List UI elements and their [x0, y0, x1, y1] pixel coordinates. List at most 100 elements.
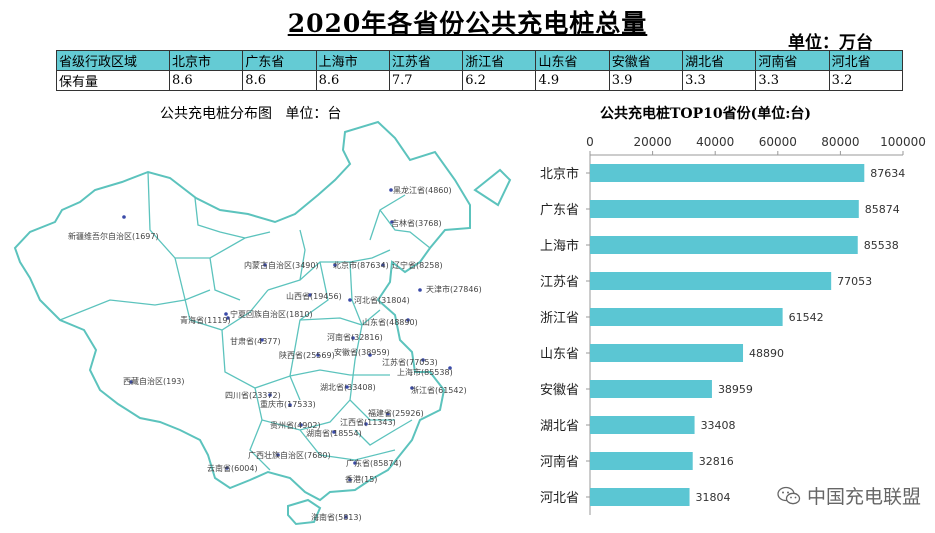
bar: [590, 416, 695, 434]
province-label: 辽宁省(8258): [392, 260, 443, 270]
value-cell: 8.6: [242, 70, 317, 91]
province-label: 山西省(19456): [286, 291, 342, 301]
category-label: 浙江省: [540, 311, 579, 326]
category-label: 北京市: [540, 166, 579, 182]
province-label: 吉林省(3768): [391, 218, 442, 228]
x-tick-label: 60000: [759, 135, 797, 149]
map-title: 公共充电桩分布图 单位：台: [160, 103, 341, 123]
value-cell: 3.9: [608, 70, 684, 91]
value-cell: 7.7: [388, 70, 464, 91]
category-label: 山东省: [540, 347, 579, 362]
province-label: 广东省(85874): [346, 458, 402, 468]
province-dot: [226, 316, 230, 320]
data-label: 48890: [749, 347, 784, 360]
bar: [590, 308, 783, 326]
province-label: 浙江省(61542): [411, 385, 467, 395]
data-label: 31804: [696, 491, 731, 504]
chart-bars: 北京市 87634 广东省 85874 上海市 85538 江苏省 77053 浙江省 61542…: [540, 164, 905, 506]
province-cell: 河北省: [828, 50, 904, 71]
province-label: 内蒙古自治区(3490): [244, 260, 319, 270]
category-label: 江苏省: [540, 274, 579, 290]
data-label: 61542: [789, 311, 824, 324]
data-label: 85874: [865, 203, 900, 216]
bar: [590, 344, 744, 362]
province-label: 山东省(48890): [362, 317, 418, 327]
bar: [590, 200, 859, 218]
map-dots: [122, 188, 452, 519]
map-unit-text: 单位：台: [285, 106, 342, 122]
province-dot: [389, 188, 393, 192]
province-dot: [268, 393, 272, 397]
province-cell: 安徽省: [608, 50, 684, 71]
province-label: 安徽省(38959): [334, 347, 390, 357]
province-dot: [351, 336, 355, 340]
chart-axis: 0 20000 40000 60000 80000 100000: [586, 135, 926, 515]
province-label: 海南省(5813): [311, 512, 362, 522]
province-dot: [308, 293, 312, 297]
wechat-icon: [777, 486, 801, 504]
bar: [590, 452, 693, 470]
category-label: 湖北省: [540, 419, 579, 434]
province-dot: [332, 430, 336, 434]
province-label: 香港(15): [345, 474, 377, 484]
province-dot: [421, 358, 425, 362]
province-label: 重庆市(17533): [260, 399, 316, 409]
province-label: 甘肃省(4377): [230, 336, 281, 346]
data-label: 33408: [701, 419, 736, 432]
province-label: 青海省(1119): [180, 315, 231, 325]
data-label: 85538: [864, 239, 899, 252]
province-dot: [260, 338, 264, 342]
bar: [590, 272, 832, 290]
province-dot: [368, 353, 372, 357]
x-tick-label: 40000: [696, 135, 734, 149]
page-title: 2020年各省份公共充电桩总量: [287, 9, 648, 38]
province-cell: 北京市: [168, 50, 244, 71]
province-label: 宁夏回族自治区(1810): [230, 309, 313, 319]
province-cell: 广东省: [242, 50, 317, 71]
category-label: 河南省: [540, 454, 579, 470]
category-label: 安徽省: [540, 383, 579, 398]
province-dot: [381, 263, 385, 267]
province-cell: 上海市: [315, 50, 390, 71]
value-cell: 3.3: [682, 70, 757, 91]
province-label: 河北省(31804): [354, 295, 410, 305]
province-label: 四川省(23372): [225, 390, 281, 400]
watermark-text: 中国充电联盟: [806, 486, 921, 508]
province-cell: 浙江省: [462, 50, 537, 71]
value-cell: 4.9: [535, 70, 610, 91]
x-tick-label: 80000: [821, 135, 859, 149]
value-cell: 8.6: [315, 70, 390, 91]
province-dot: [390, 220, 394, 224]
province-dot: [276, 453, 280, 457]
province-label: 福建省(25926): [368, 408, 424, 418]
x-tick-label: 20000: [634, 135, 672, 149]
province-dot: [418, 288, 422, 292]
bar: [590, 236, 858, 254]
province-dot: [364, 422, 368, 426]
province-label: 新疆维吾尔自治区(1697): [68, 231, 159, 241]
province-dot: [288, 403, 292, 407]
x-tick-label: 0: [586, 135, 594, 149]
province-cell: 山东省: [535, 50, 610, 71]
province-borders: [59, 171, 431, 471]
province-dot: [344, 515, 348, 519]
province-label: 湖北省(33408): [320, 382, 376, 392]
category-label: 河北省: [540, 491, 579, 506]
category-label: 广东省: [540, 203, 579, 218]
province-label: 江苏省(77053): [382, 357, 438, 367]
data-label: 77053: [837, 275, 872, 288]
bar: [590, 488, 690, 506]
province-cell: 江苏省: [388, 50, 464, 71]
province-label: 云南省(6004): [207, 463, 258, 473]
row-header-stock: 保有量: [56, 70, 170, 91]
value-cell: 8.6: [168, 70, 244, 91]
summary-value-row: 保有量 8.6 8.6 8.6 7.7 6.2 4.9 3.9 3.3 3.3 …: [56, 70, 904, 91]
province-cell: 湖北省: [682, 50, 757, 71]
map-title-text: 公共充电桩分布图: [160, 106, 272, 122]
province-dot: [345, 385, 349, 389]
province-label: 河南省(32816): [327, 332, 383, 342]
watermark: 中国充电联盟: [777, 482, 921, 509]
province-dot: [448, 366, 452, 370]
province-dot: [410, 386, 414, 390]
row-header-region: 省级行政区域: [56, 50, 170, 71]
